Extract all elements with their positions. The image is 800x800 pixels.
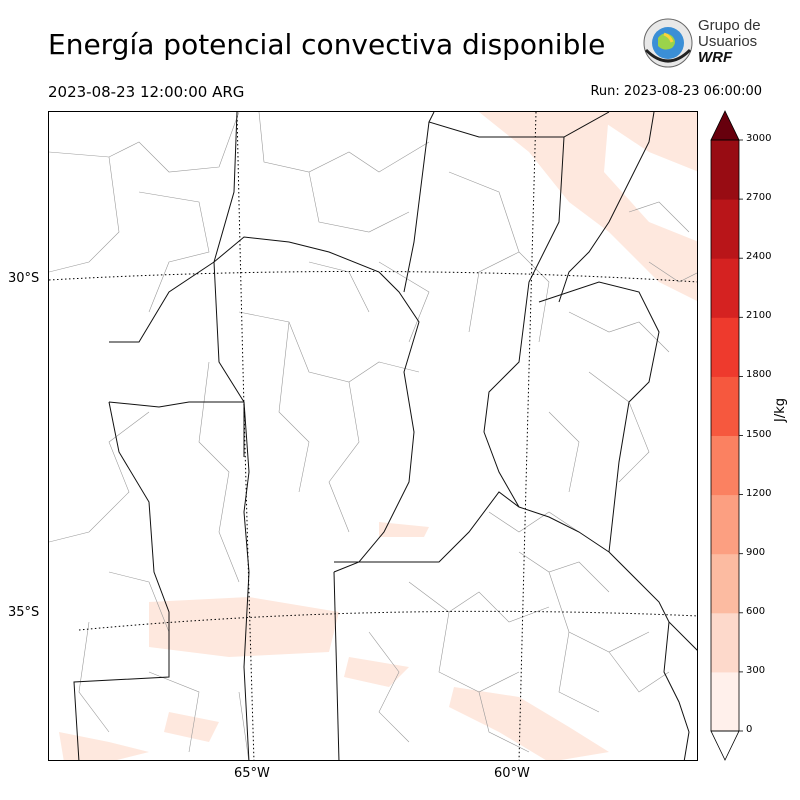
- map-panel[interactable]: [48, 111, 698, 761]
- colorbar-segments: [711, 140, 739, 732]
- colorbar-tick-label: 2100: [746, 310, 772, 322]
- colorbar-tick-label: 300: [746, 664, 766, 676]
- colorbar-tick-label: 2400: [746, 251, 772, 263]
- page-title: Energía potencial convectiva disponible: [48, 28, 606, 61]
- colorbar-tick-label: 1800: [746, 369, 772, 381]
- lat-label-30s: 30°S: [8, 271, 40, 286]
- colorbar-tick-label: 600: [746, 605, 766, 617]
- cape-field: [59, 112, 697, 760]
- lat-label-35s: 35°S: [8, 605, 40, 620]
- colorbar-extend-top: [710, 110, 740, 141]
- department-boundaries: [49, 112, 697, 760]
- colorbar-units-label: J/kg: [773, 398, 788, 422]
- wrf-group-logo: Grupo de Usuarios WRF: [638, 16, 768, 72]
- colorbar-segment: [711, 258, 739, 318]
- colorbar-tick-label: 3000: [746, 133, 772, 144]
- colorbar-tick-label: 2700: [746, 192, 772, 204]
- colorbar-tick-label: 1500: [746, 428, 772, 440]
- colorbar-segment: [711, 435, 739, 496]
- logo-text: Grupo de Usuarios WRF: [698, 18, 761, 66]
- map-canvas[interactable]: [49, 112, 698, 761]
- colorbar-segment: [711, 376, 739, 436]
- logo-line-1: Grupo de: [698, 17, 761, 34]
- colorbar-segment: [711, 553, 739, 614]
- province-boundaries: [73, 112, 697, 760]
- logo-line-3: WRF: [698, 49, 733, 66]
- colorbar-tick-label: 900: [746, 546, 766, 558]
- colorbar-segment: [711, 494, 739, 555]
- run-time: Run: 2023-08-23 06:00:00: [590, 84, 762, 99]
- graticule: [49, 112, 697, 760]
- colorbar-segment: [711, 317, 739, 377]
- colorbar-extend-bottom: [710, 730, 740, 761]
- colorbar-segment: [711, 140, 739, 200]
- lon-label-60w: 60°W: [494, 766, 530, 781]
- colorbar-segment: [711, 612, 739, 673]
- colorbar-tickmarks: [739, 139, 743, 732]
- logo-line-2: Usuarios: [698, 33, 758, 50]
- lon-label-65w: 65°W: [234, 766, 270, 781]
- globe-logo-icon: [643, 18, 693, 68]
- colorbar-segment: [711, 199, 739, 259]
- colorbar-tick-label: 0: [746, 724, 753, 735]
- colorbar: [710, 110, 743, 761]
- colorbar-tick-label: 1200: [746, 487, 772, 499]
- colorbar-segment: [711, 671, 739, 732]
- valid-time: 2023-08-23 12:00:00 ARG: [48, 83, 245, 101]
